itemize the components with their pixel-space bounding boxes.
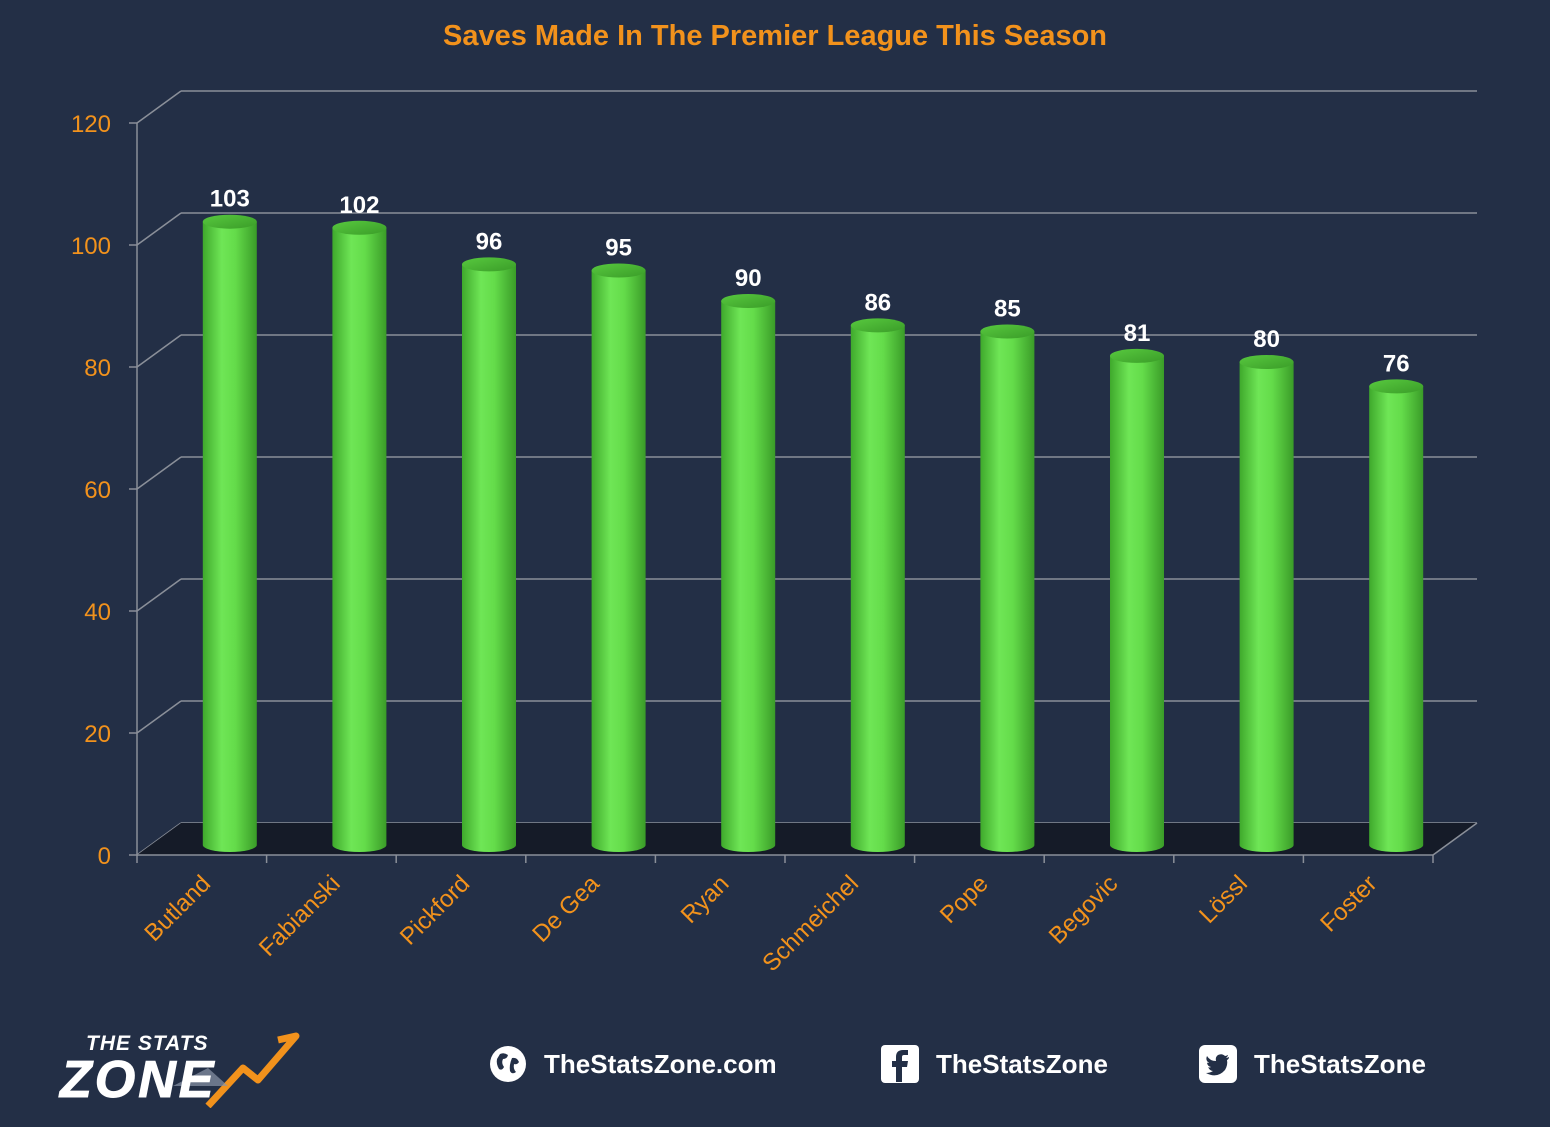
y-tick-label: 0 xyxy=(98,843,111,870)
twitter-icon xyxy=(1198,1044,1238,1084)
data-label: 76 xyxy=(1383,350,1410,377)
website-text: TheStatsZone.com xyxy=(544,1048,777,1079)
bar xyxy=(462,257,516,852)
bar xyxy=(850,318,905,853)
logo-swoosh-icon xyxy=(173,1032,300,1108)
bar xyxy=(980,324,1035,853)
grid-diagonal xyxy=(136,90,182,124)
twitter-link[interactable]: TheStatsZone xyxy=(1198,1042,1426,1086)
bar xyxy=(202,214,257,852)
bar xyxy=(1369,379,1424,853)
bar xyxy=(1110,348,1164,852)
bar-body xyxy=(850,325,905,853)
y-tick-label: 40 xyxy=(84,599,111,626)
y-tick-label: 60 xyxy=(84,477,111,504)
footer: THE STATS ZONE TheStatsZone.com TheStats… xyxy=(0,1020,1550,1120)
y-tick-label: 80 xyxy=(84,355,111,382)
chart-title: Saves Made In The Premier League This Se… xyxy=(442,20,1108,52)
bar xyxy=(332,220,387,853)
grid-diagonal xyxy=(136,212,182,246)
data-label: 96 xyxy=(476,228,503,255)
bar xyxy=(591,263,646,853)
facebook-icon xyxy=(880,1044,920,1084)
bar-chart: 0 20 40 60 80 100 120 103 Butland 102 Fabianski 96… xyxy=(71,90,1478,977)
bar-body xyxy=(721,301,776,853)
bar-body xyxy=(1369,386,1424,853)
y-tick-label: 100 xyxy=(71,233,111,260)
logo-line2: ZONE xyxy=(59,1051,217,1110)
bar-body xyxy=(332,227,387,853)
bar-cap xyxy=(202,214,257,229)
bar-cap xyxy=(1239,355,1294,369)
data-label: 80 xyxy=(1253,326,1280,353)
x-tick-label: Ryan xyxy=(676,870,735,929)
globe-icon xyxy=(488,1044,528,1084)
bar-cap xyxy=(591,263,646,278)
bar-body xyxy=(202,221,257,852)
twitter-text: TheStatsZone xyxy=(1254,1048,1426,1079)
logo-line1: THE STATS xyxy=(86,1032,209,1055)
bar-cap xyxy=(850,318,905,333)
x-tick-label: Pope xyxy=(935,870,994,929)
bar-body xyxy=(462,264,516,852)
grid-diagonal xyxy=(136,700,182,734)
data-label: 81 xyxy=(1124,320,1151,347)
data-label: 102 xyxy=(339,192,379,219)
bar-cap xyxy=(462,257,516,272)
x-tick-label: Pickford xyxy=(395,870,475,950)
grid-diagonal xyxy=(136,456,182,490)
y-tick-label: 20 xyxy=(84,721,111,748)
x-tick-label: Lössl xyxy=(1194,870,1253,929)
website-link[interactable]: TheStatsZone.com xyxy=(488,1042,777,1086)
bar-cap xyxy=(980,324,1035,339)
bar-body xyxy=(1239,362,1294,853)
data-label: 90 xyxy=(735,265,762,292)
data-label: 86 xyxy=(864,289,891,316)
x-tick-label: Foster xyxy=(1315,870,1382,937)
data-label: 95 xyxy=(605,235,632,262)
x-tick-label: Butland xyxy=(139,870,216,947)
bar-layer xyxy=(202,214,1424,853)
bar-body xyxy=(591,270,646,853)
bar-body xyxy=(980,331,1035,853)
grid-diagonal xyxy=(136,334,182,368)
x-tick-label: Begovic xyxy=(1044,870,1123,949)
x-tick-label: Schmeichel xyxy=(757,870,864,977)
stats-zone-logo: THE STATS ZONE xyxy=(58,1028,328,1110)
bar xyxy=(1239,355,1294,853)
bar-cap xyxy=(1369,379,1424,394)
bar-cap xyxy=(1110,348,1164,363)
y-tick-label: 120 xyxy=(71,111,111,138)
data-label: 85 xyxy=(994,296,1021,323)
bar-body xyxy=(1110,355,1164,852)
grid-diagonal xyxy=(136,578,182,612)
x-tick-label: Fabianski xyxy=(254,870,346,962)
bar-cap xyxy=(721,294,776,308)
data-label: 103 xyxy=(210,186,250,213)
facebook-link[interactable]: TheStatsZone xyxy=(880,1042,1108,1086)
bar-cap xyxy=(332,220,387,235)
facebook-text: TheStatsZone xyxy=(936,1048,1108,1079)
x-axis-edge xyxy=(1432,822,1478,856)
bar xyxy=(721,294,776,853)
x-tick-label: De Gea xyxy=(527,870,605,948)
